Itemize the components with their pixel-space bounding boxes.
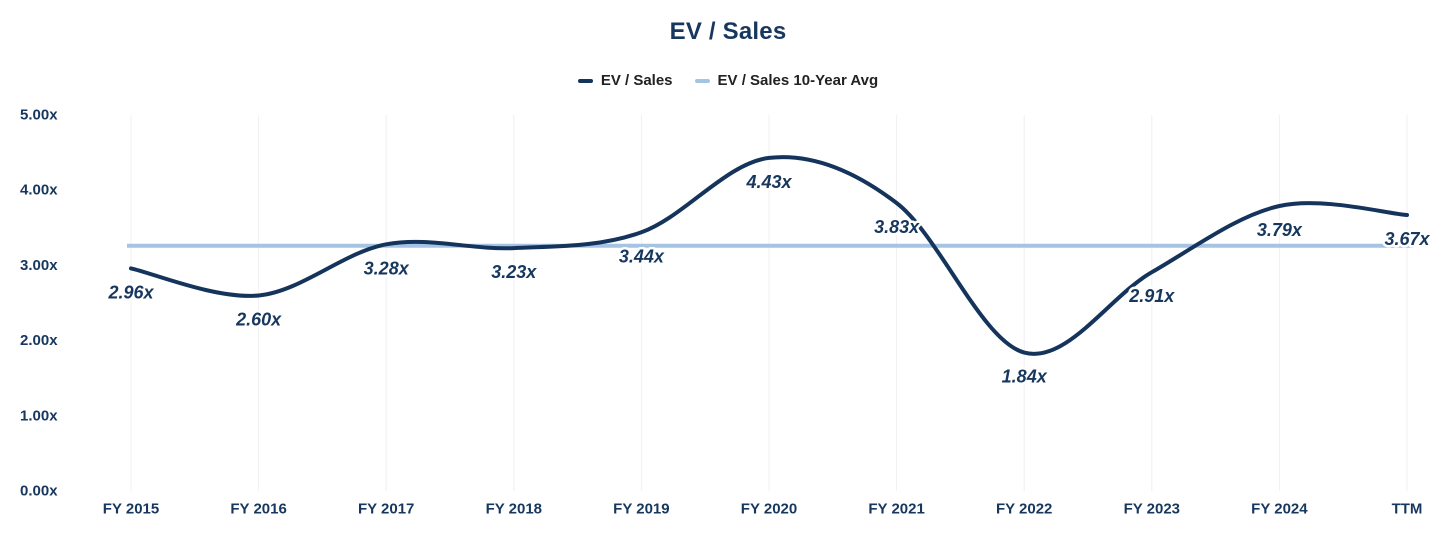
point-label: 3.44x [619,246,665,266]
x-tick-label: FY 2024 [1251,501,1308,518]
legend-dash-icon [577,78,593,83]
x-tick-label: FY 2017 [358,501,414,518]
x-tick-label: FY 2019 [613,501,669,518]
chart-legend: EV / Sales EV / Sales 10-Year Avg [0,72,1456,89]
series-line [129,155,1409,356]
x-tick-label: FY 2023 [1124,501,1180,518]
point-label: 2.96x [107,282,154,302]
chart-title: EV / Sales [669,18,787,45]
y-tick-label: 4.00x [20,182,58,199]
y-tick-label: 1.00x [20,407,58,424]
point-label: 3.83x [874,217,920,237]
point-label: 3.23x [491,262,537,282]
legend-label-ev-sales: EV / Sales [600,72,673,89]
y-tick-label: 5.00x [20,107,58,124]
y-tick-label: 0.00x [20,483,58,500]
x-tick-label: FY 2018 [486,501,542,518]
point-label: 1.84x [1002,367,1048,387]
point-label: 3.79x [1257,220,1303,240]
legend-dash-icon [694,78,710,83]
x-tick-label: FY 2020 [741,501,797,518]
point-label: 4.43x [745,172,792,192]
x-tick-label: TTM [1392,501,1423,518]
x-tick-label: FY 2022 [996,501,1052,518]
point-label: 3.28x [364,258,410,278]
legend-label-10yr-avg: EV / Sales 10-Year Avg [717,72,879,89]
x-tick-label: FY 2015 [103,501,159,518]
x-tick-label: FY 2021 [868,501,924,518]
legend-item-10yr-avg: EV / Sales 10-Year Avg [694,72,879,89]
x-tick-label: FY 2016 [230,501,286,518]
point-label: 2.60x [235,310,282,330]
point-label: 2.91x [1128,286,1175,306]
y-tick-label: 3.00x [20,257,58,274]
point-label: 3.67x [1384,229,1430,249]
y-tick-label: 2.00x [20,332,58,349]
legend-item-ev-sales: EV / Sales [577,72,673,89]
